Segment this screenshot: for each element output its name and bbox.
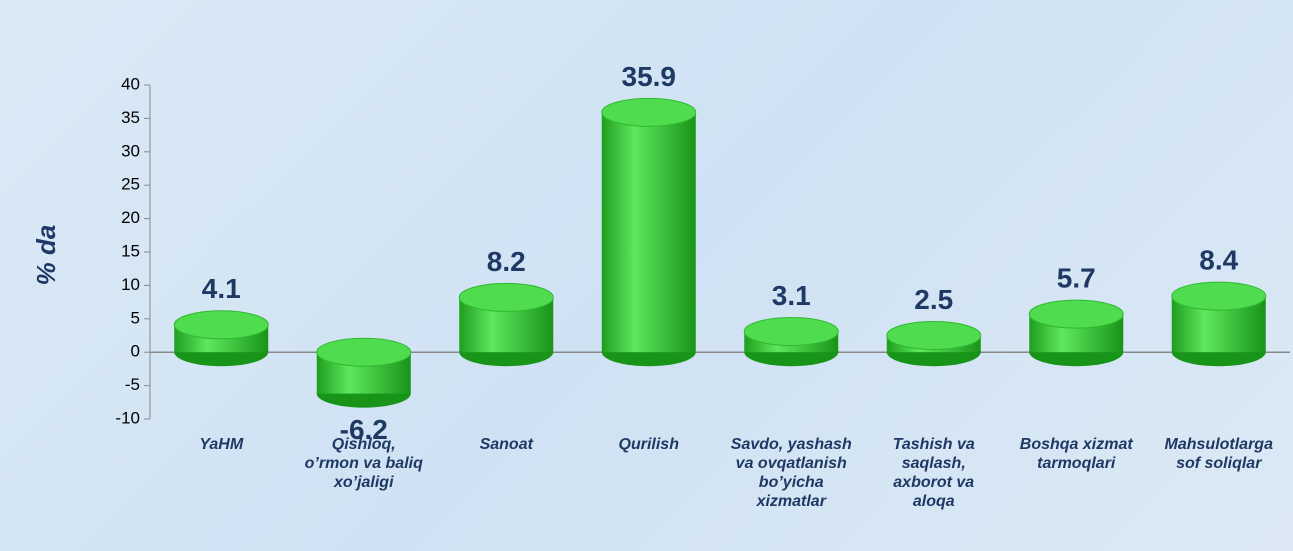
y-tick-label: 25: [121, 175, 140, 194]
y-tick-label: 15: [121, 241, 140, 260]
bar-top: [1028, 299, 1124, 329]
y-tick-label: 20: [121, 208, 140, 227]
y-tick-label: 40: [121, 74, 140, 93]
x-tick-label: Savdo, yashash va ovqatlanish bo’yicha x…: [730, 436, 852, 510]
x-tick-label: Boshqa xizmat tarmoqlari: [1019, 436, 1133, 472]
bar-top: [1171, 281, 1267, 311]
data-label: 3.1: [772, 280, 811, 311]
x-tick-label: Tashish va saqlash, axborot va aloqa: [892, 436, 975, 510]
y-tick-label: 10: [121, 275, 140, 294]
bar-top: [316, 337, 412, 367]
bar: [601, 112, 696, 353]
y-tick-label: 35: [121, 108, 140, 127]
y-axis-label: % da: [31, 225, 61, 286]
x-tick-label: Qishloq, o’rmon va baliq xo’jaligi: [304, 436, 423, 491]
y-tick-label: 0: [131, 342, 140, 361]
x-tick-label: Sanoat: [479, 436, 533, 453]
data-label: 35.9: [622, 61, 677, 92]
x-tick-label: Mahsulotlarga sof soliqlar: [1164, 436, 1273, 472]
data-label: 4.1: [202, 273, 241, 304]
bar-top: [601, 97, 697, 127]
data-label: 8.2: [487, 246, 526, 277]
y-tick-label: 5: [131, 308, 140, 327]
data-label: 8.4: [1199, 244, 1238, 275]
bar-top: [458, 282, 554, 312]
data-label: 2.5: [914, 284, 953, 315]
x-tick-label: YaHM: [199, 436, 244, 453]
y-tick-label: 30: [121, 141, 140, 160]
data-label: 5.7: [1057, 263, 1096, 294]
x-tick-label: Qurilish: [618, 436, 679, 453]
y-tick-label: -10: [115, 408, 140, 427]
data-label: -6.2: [340, 414, 388, 445]
bar-top: [743, 316, 839, 346]
y-tick-label: -5: [125, 375, 140, 394]
bar-top: [886, 321, 982, 350]
bar-top: [173, 310, 269, 340]
